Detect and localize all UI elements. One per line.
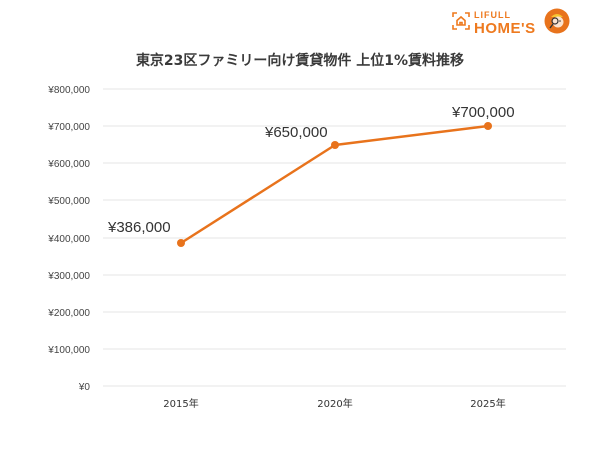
chart-title: 東京23区ファミリー向け賃貸物件 上位1%賃料推移	[135, 53, 465, 69]
lifull-homes-logo: LIFULL HOME'S	[452, 8, 592, 38]
data-series	[177, 122, 492, 247]
y-tick: ¥700,000	[47, 122, 90, 133]
y-tick: ¥200,000	[47, 308, 90, 319]
y-tick: ¥100,000	[47, 345, 90, 356]
y-axis-labels: ¥800,000 ¥700,000 ¥600,000 ¥500,000 ¥400…	[47, 85, 90, 393]
y-tick: ¥800,000	[47, 85, 90, 96]
data-label: ¥700,000	[451, 104, 515, 121]
data-label: ¥650,000	[264, 124, 328, 141]
data-labels: ¥386,000 ¥650,000 ¥700,000	[107, 104, 515, 236]
x-tick: 2025年	[470, 397, 505, 410]
brand-wordmark: LIFULL HOME'S	[474, 8, 536, 37]
data-label: ¥386,000	[107, 219, 171, 236]
gridlines	[103, 88, 566, 387]
brand-line1: LIFULL	[474, 10, 511, 20]
y-tick: ¥400,000	[47, 234, 90, 245]
y-tick: ¥300,000	[47, 271, 90, 282]
data-point[interactable]	[484, 122, 492, 130]
data-point[interactable]	[177, 239, 185, 247]
mascot-icon	[544, 8, 570, 34]
x-tick: 2020年	[317, 397, 352, 410]
y-tick: ¥600,000	[47, 159, 90, 170]
data-point[interactable]	[331, 141, 339, 149]
x-tick: 2015年	[163, 397, 198, 410]
x-axis-labels: 2015年 2020年 2025年	[163, 397, 505, 410]
brand-line2: HOME'S	[474, 20, 536, 37]
y-tick: ¥500,000	[47, 196, 90, 207]
y-tick: ¥0	[78, 382, 91, 393]
house-frame-icon	[452, 12, 470, 30]
